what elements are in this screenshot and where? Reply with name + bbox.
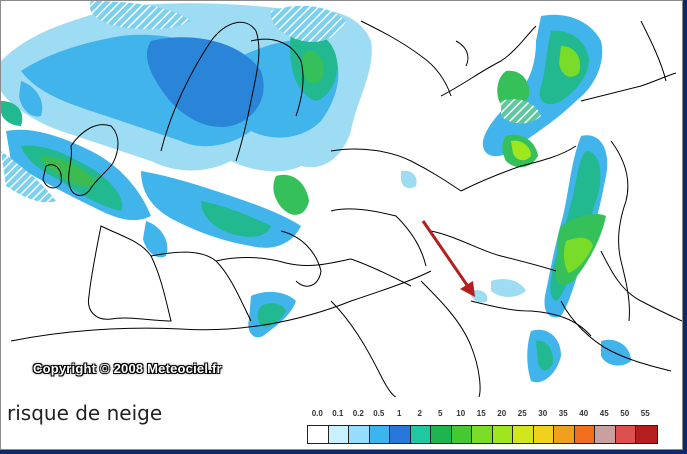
- scale-bar: [307, 425, 658, 444]
- scale-label: 50: [620, 409, 630, 418]
- scale-swatch: [390, 426, 411, 443]
- scale-swatch: [615, 426, 636, 443]
- scale-label: 30: [538, 409, 548, 418]
- scale-swatch: [349, 426, 370, 443]
- scale-label: 0.5: [373, 409, 385, 418]
- weather-map: Copyright © 2008 Meteociel.fr: [1, 1, 682, 397]
- scale-label: 0.1: [332, 409, 344, 418]
- scale-label: 0.0: [311, 409, 323, 418]
- scale-label: 10: [456, 409, 466, 418]
- scale-swatch: [492, 426, 513, 443]
- scale-label: 2: [417, 409, 422, 418]
- scale-swatch: [410, 426, 431, 443]
- scale-label: 35: [558, 409, 568, 418]
- scale-label: 20: [497, 409, 507, 418]
- scale-label: 25: [517, 409, 527, 418]
- geography-outlines: [10, 20, 682, 397]
- scale-label: 15: [476, 409, 486, 418]
- scale-swatch: [595, 426, 616, 443]
- scale-swatch: [431, 426, 452, 443]
- scale-labels: 0.0 0.1 0.2 0.5 1 2 5 10 15 20 25 30 35 40 45 50 55: [304, 409, 664, 421]
- precipitation-layer: [1, 1, 631, 383]
- precipitation-scale: 0.0 0.1 0.2 0.5 1 2 5 10 15 20 25 30 35 40 45 50 55: [304, 409, 664, 445]
- scale-label: 1: [397, 409, 402, 418]
- scale-swatch: [513, 426, 534, 443]
- scale-swatch: [369, 426, 390, 443]
- scale-swatch: [636, 426, 657, 443]
- scale-swatch: [472, 426, 493, 443]
- scale-swatch: [328, 426, 349, 443]
- scale-label: 5: [438, 409, 443, 418]
- scale-label: 45: [599, 409, 609, 418]
- scale-label: 40: [579, 409, 589, 418]
- legend-title: risque de neige: [7, 401, 163, 425]
- scale-swatch: [308, 426, 329, 443]
- copyright-text: Copyright © 2008 Meteociel.fr: [33, 361, 222, 376]
- scale-swatch: [574, 426, 595, 443]
- highlight-arrow: [421, 220, 475, 297]
- scale-label: 0.2: [352, 409, 364, 418]
- map-svg: [1, 1, 682, 397]
- scale-label: 55: [640, 409, 650, 418]
- scale-swatch: [451, 426, 472, 443]
- scale-swatch: [554, 426, 575, 443]
- scale-swatch: [533, 426, 554, 443]
